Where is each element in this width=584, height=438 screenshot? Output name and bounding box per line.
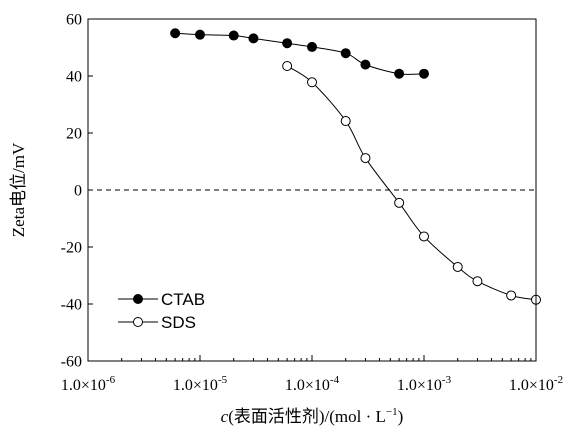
data-point-ctab — [419, 68, 429, 79]
series-line-sds — [286, 65, 537, 301]
x-tick-label-base: 1.0×10 — [397, 377, 442, 394]
x-tick-label-exp: -2 — [554, 374, 563, 386]
y-tick-label: -60 — [61, 354, 82, 371]
x-tick-label: 1.0×10-4 — [285, 374, 340, 394]
x-tick-label: 1.0×10-2 — [509, 374, 563, 394]
data-point-sds — [340, 116, 351, 127]
x-axis-title-exp: −1 — [386, 406, 398, 418]
data-point-ctab — [248, 33, 259, 44]
series-line-ctab — [175, 32, 425, 75]
legend-label-ctab: CTAB — [161, 290, 205, 309]
data-point-ctab — [228, 30, 239, 41]
data-point-ctab — [170, 28, 181, 39]
data-point-ctab — [282, 38, 293, 49]
y-axis-title: Zeta电位/mV — [9, 142, 28, 237]
x-axis-title-main: (表面活性剂)/(mol · L — [228, 407, 386, 426]
data-point-sds — [472, 276, 483, 287]
y-tick-label: 40 — [66, 69, 82, 86]
x-tick-label-exp: -3 — [442, 374, 452, 386]
x-axis-title-var: c — [221, 407, 229, 426]
data-point-sds — [506, 290, 517, 301]
data-point-sds — [307, 77, 317, 88]
legend: CTAB SDS — [118, 290, 205, 332]
x-tick-label-base: 1.0×10 — [61, 377, 106, 394]
y-tick-label: 20 — [66, 126, 82, 143]
x-tick-label: 1.0×10-6 — [61, 374, 116, 394]
y-tick-label: -40 — [61, 297, 82, 314]
x-tick-label: 1.0×10-3 — [397, 374, 452, 394]
x-tick-label-base: 1.0×10 — [509, 377, 554, 394]
data-point-ctab — [195, 29, 205, 40]
data-point-sds — [394, 197, 405, 208]
x-tick-label-exp: -5 — [218, 374, 228, 386]
legend-marker-sds — [133, 317, 143, 327]
data-point-sds — [282, 61, 293, 72]
data-point-sds — [419, 231, 429, 242]
data-point-ctab — [394, 68, 405, 79]
y-tick-label: 0 — [74, 183, 82, 200]
x-axis-title: c(表面活性剂)/(mol · L−1) — [221, 406, 404, 426]
x-tick-label-exp: -4 — [330, 374, 340, 386]
x-axis-title-close: ) — [398, 407, 404, 426]
legend-marker-ctab — [133, 294, 143, 304]
y-tick-label: 60 — [66, 12, 82, 29]
x-tick-label: 1.0×10-5 — [173, 374, 228, 394]
x-tick-label-base: 1.0×10 — [173, 377, 218, 394]
legend-label-sds: SDS — [161, 313, 196, 332]
data-point-ctab — [340, 48, 351, 59]
x-tick-label-exp: -6 — [106, 374, 116, 386]
y-tick-label: -20 — [61, 240, 82, 257]
data-point-ctab — [307, 41, 317, 52]
x-tick-label-base: 1.0×10 — [285, 377, 330, 394]
data-point-ctab — [360, 59, 371, 70]
data-point-sds — [452, 261, 463, 272]
data-point-sds — [360, 153, 371, 164]
